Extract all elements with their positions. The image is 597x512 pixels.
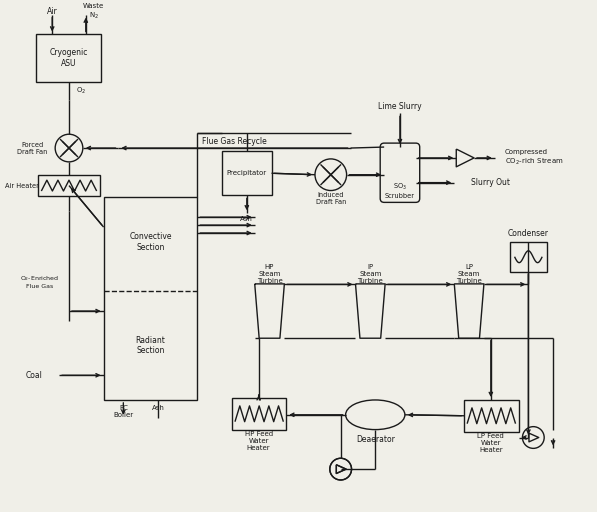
Text: Ash: Ash [241, 216, 253, 222]
Text: Flue Gas Recycle: Flue Gas Recycle [202, 137, 266, 145]
Text: IP
Steam
Turbine: IP Steam Turbine [358, 264, 383, 284]
Text: Forced
Draft Fan: Forced Draft Fan [17, 141, 48, 155]
Text: SO$_3$
Scrubber: SO$_3$ Scrubber [385, 182, 415, 199]
Bar [38, 175, 100, 197]
Text: Lime Slurry: Lime Slurry [378, 102, 421, 111]
Text: HP
Steam
Turbine: HP Steam Turbine [257, 264, 282, 284]
Bar [103, 198, 198, 400]
Text: O$_2$-Enriched
Flue Gas: O$_2$-Enriched Flue Gas [20, 274, 59, 289]
Text: Air Heater: Air Heater [5, 183, 39, 188]
Text: Convective
Section: Convective Section [130, 232, 172, 251]
Text: HP Feed
Water
Heater: HP Feed Water Heater [245, 432, 273, 452]
Bar [222, 151, 272, 196]
Text: Radiant
Section: Radiant Section [136, 336, 165, 355]
Text: Ash: Ash [152, 405, 164, 411]
Text: Deaerator: Deaerator [356, 435, 395, 444]
Text: Coal: Coal [26, 371, 43, 380]
Bar [464, 400, 519, 432]
Text: LP
Steam
Turbine: LP Steam Turbine [456, 264, 482, 284]
Text: Condenser: Condenser [508, 228, 549, 238]
Text: PC
Boiler: PC Boiler [113, 406, 133, 418]
Text: Precipitator: Precipitator [227, 170, 267, 176]
Bar [232, 398, 287, 430]
Text: Slurry Out: Slurry Out [471, 178, 510, 187]
Text: Induced
Draft Fan: Induced Draft Fan [316, 192, 346, 205]
Text: Air: Air [47, 7, 57, 16]
Bar [36, 34, 101, 82]
Text: Cryogenic
ASU: Cryogenic ASU [50, 49, 88, 68]
Text: O$_2$: O$_2$ [76, 86, 86, 96]
Text: LP Feed
Water
Heater: LP Feed Water Heater [478, 434, 504, 454]
Bar [510, 242, 547, 271]
Text: Waste
N$_2$: Waste N$_2$ [83, 3, 104, 20]
Text: Compressed
CO$_2$-rich Stream: Compressed CO$_2$-rich Stream [504, 149, 563, 167]
